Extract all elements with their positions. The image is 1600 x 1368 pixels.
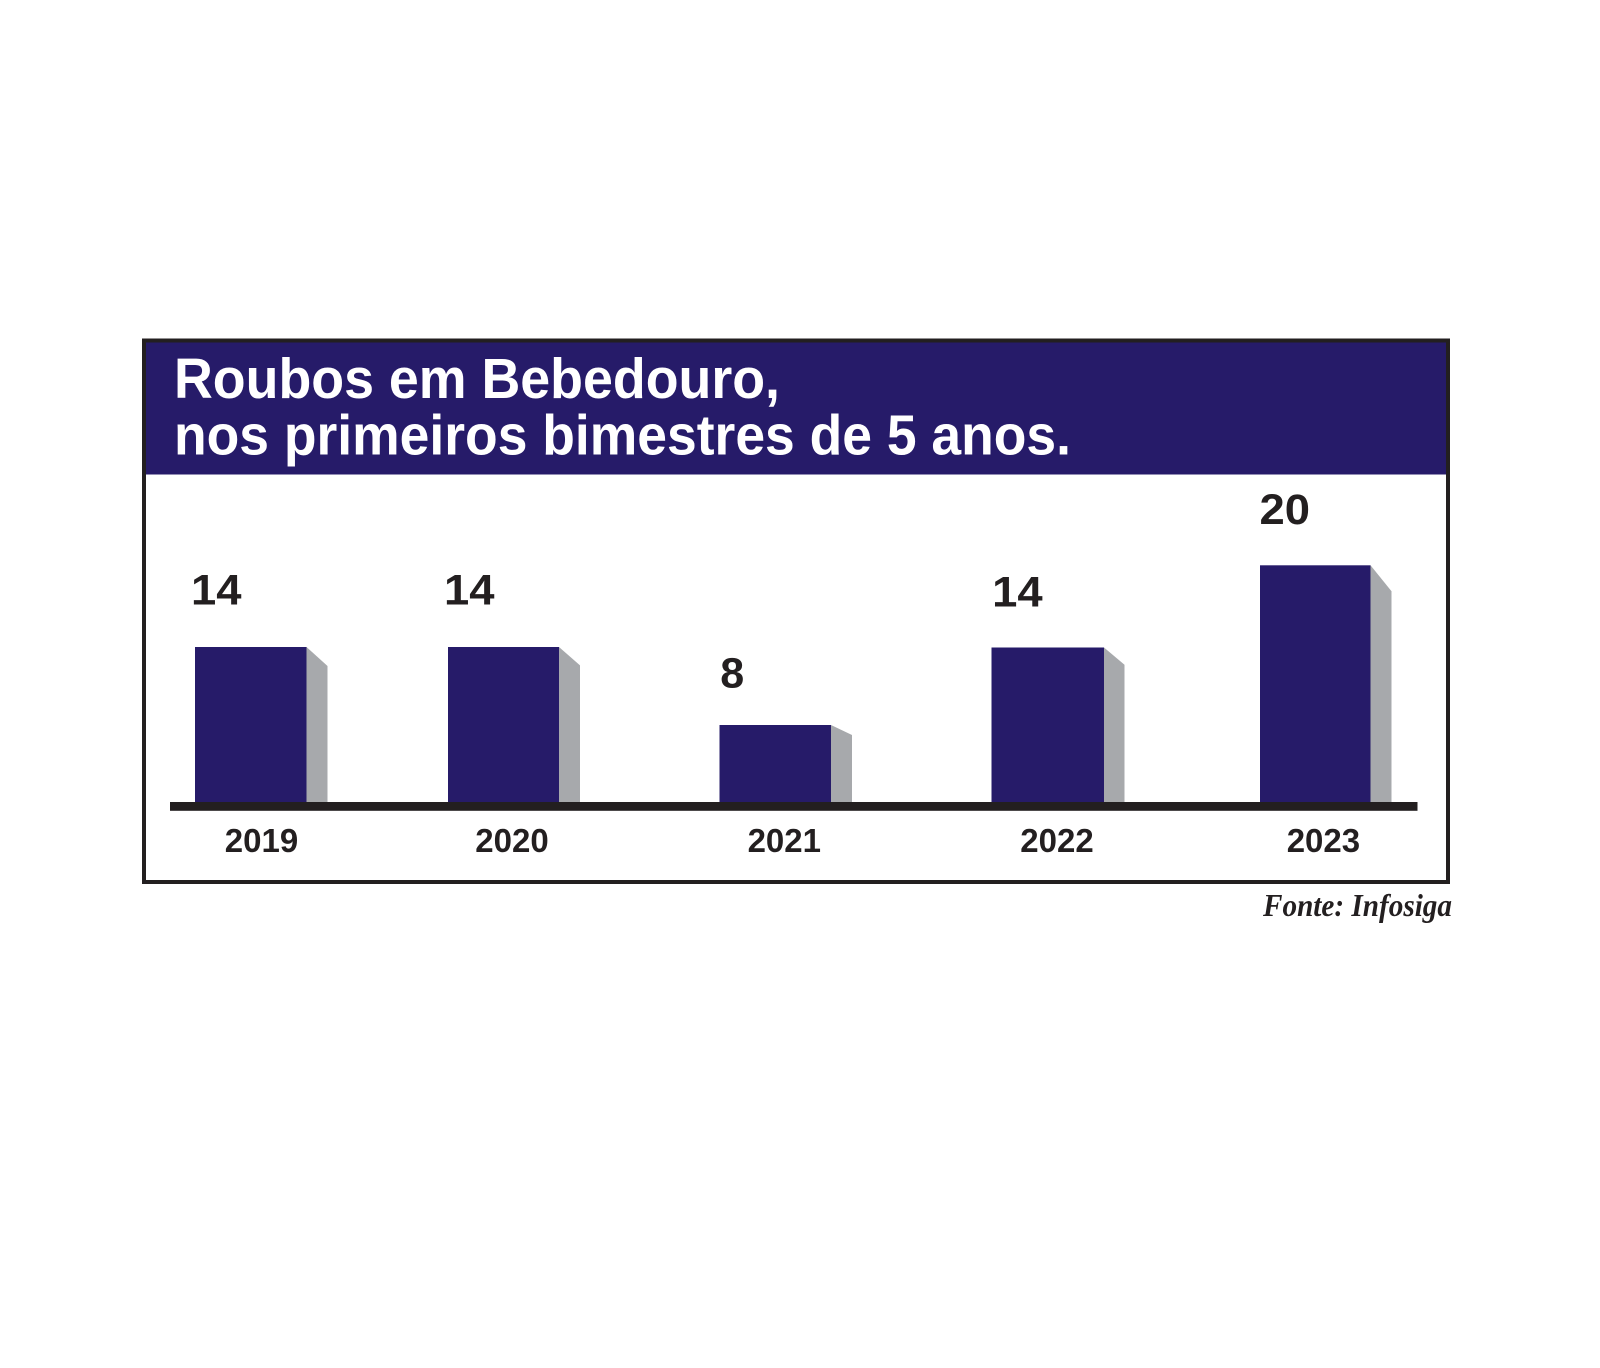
svg-text:8: 8 — [720, 650, 744, 698]
svg-text:14: 14 — [191, 567, 242, 615]
svg-text:14: 14 — [444, 567, 495, 615]
svg-text:Roubos em Bebedouro,: Roubos em Bebedouro, — [174, 347, 780, 411]
svg-text:2020: 2020 — [475, 822, 548, 859]
svg-text:2023: 2023 — [1287, 822, 1360, 859]
svg-text:20: 20 — [1260, 486, 1311, 534]
svg-text:14: 14 — [992, 569, 1043, 617]
svg-text:Fonte: Infosiga: Fonte: Infosiga — [1262, 888, 1452, 923]
svg-text:2022: 2022 — [1020, 822, 1093, 859]
svg-text:nos primeiros bimestres de 5 a: nos primeiros bimestres de 5 anos. — [174, 404, 1071, 468]
svg-text:2021: 2021 — [748, 822, 821, 859]
svg-text:2019: 2019 — [225, 822, 298, 859]
